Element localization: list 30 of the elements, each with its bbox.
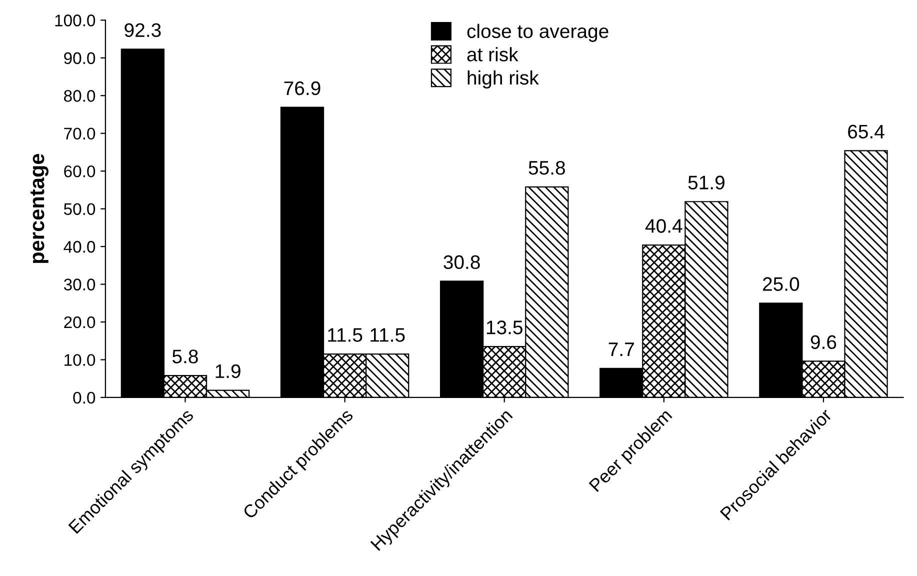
y-tick-label: 0.0 (73, 392, 96, 404)
y-tick-label: 20.0 (64, 316, 96, 328)
data-label: 13.5 (486, 320, 522, 334)
legend-label: close to average (467, 24, 608, 42)
y-tick-label: 100.0 (55, 14, 96, 26)
data-label: 5.8 (172, 350, 198, 364)
data-label: 55.8 (528, 160, 565, 175)
y-tick-label: 30.0 (64, 278, 96, 290)
data-label: 65.4 (848, 124, 884, 139)
y-tick-label: 40.0 (64, 240, 96, 253)
data-label: 25.0 (762, 277, 800, 291)
legend-label: high risk (468, 70, 539, 89)
data-label: 11.5 (370, 328, 405, 342)
data-label: 51.9 (688, 176, 724, 190)
data-label: 76.9 (284, 81, 320, 96)
y-axis-title: percentage (30, 154, 48, 263)
y-tick-label: 10.0 (64, 354, 96, 366)
y-tick-label: 80.0 (64, 90, 96, 102)
data-label: 40.4 (645, 219, 682, 233)
data-label: 11.5 (328, 328, 362, 342)
y-tick-label: 50.0 (64, 203, 96, 216)
data-label: 9.6 (810, 335, 836, 350)
data-label: 30.8 (444, 255, 480, 270)
data-label: 7.7 (608, 342, 634, 356)
y-tick-label: 90.0 (64, 52, 96, 64)
data-label: 92.3 (124, 23, 161, 38)
legend-label: at risk (467, 47, 518, 62)
y-tick-label: 60.0 (64, 165, 96, 178)
y-tick-label: 70.0 (64, 128, 96, 140)
data-label: 1.9 (216, 364, 240, 378)
